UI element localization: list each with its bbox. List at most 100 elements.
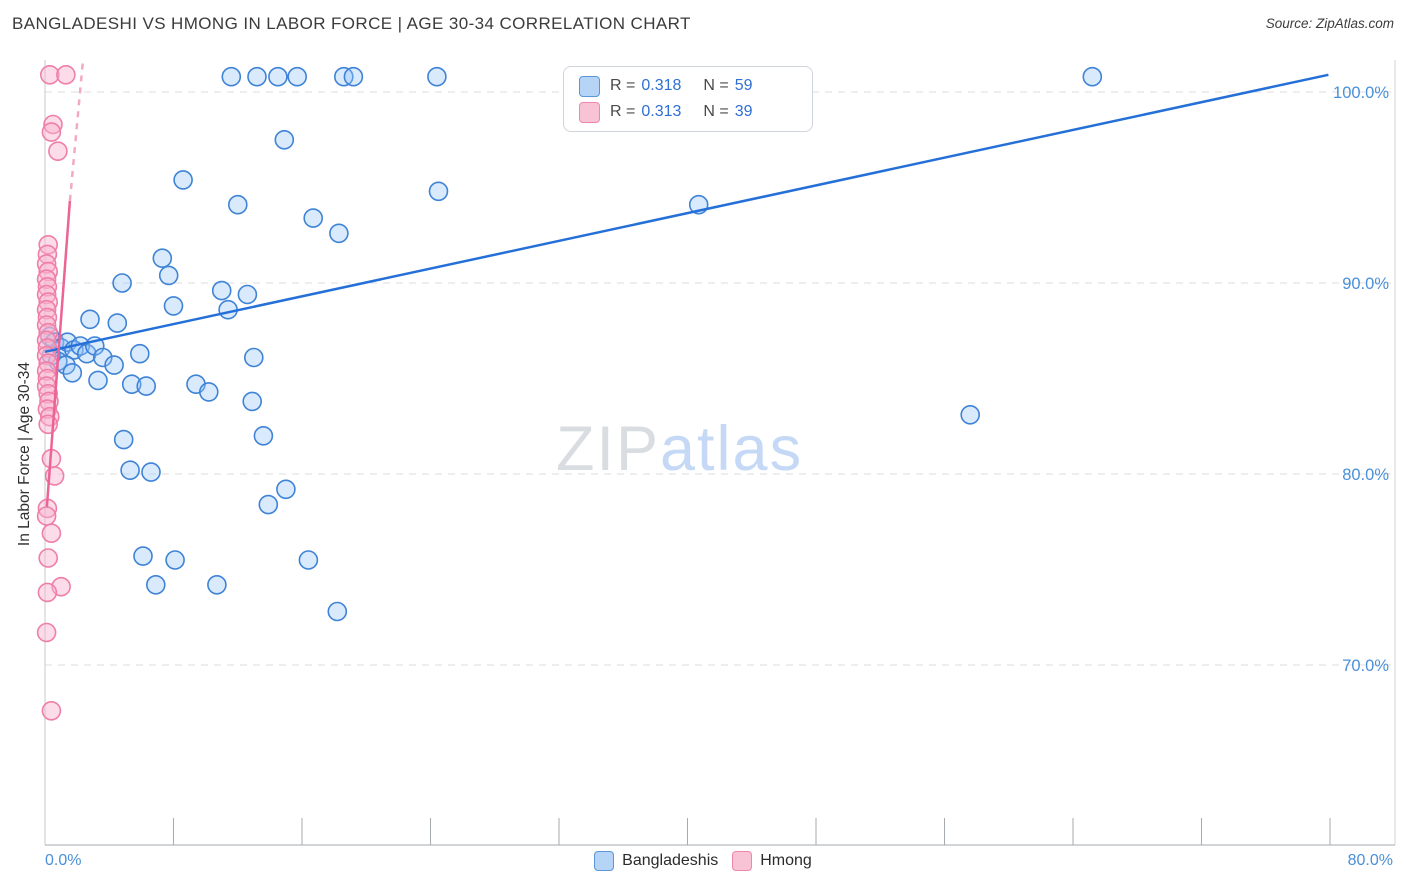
point-bangladeshis[interactable] — [146, 574, 166, 595]
point-bangladeshis[interactable] — [303, 208, 324, 228]
correlation-legend-box: R = 0.318 N = 59 R = 0.313 N = 39 — [563, 66, 813, 132]
legend-row-hmong: R = 0.313 N = 39 — [579, 101, 812, 123]
hmong-swatch-icon — [732, 851, 753, 871]
point-bangladeshis[interactable] — [152, 248, 173, 269]
point-bangladeshis[interactable] — [427, 66, 447, 87]
y-axis-title: In Labor Force | Age 30-34 — [16, 361, 33, 547]
point-bangladeshis[interactable] — [62, 362, 83, 383]
trendline-hmong-extension — [68, 63, 84, 202]
point-bangladeshis[interactable] — [173, 170, 193, 190]
point-hmong[interactable] — [38, 292, 59, 312]
series-legend: Bangladeshis Hmong — [0, 851, 1406, 871]
point-hmong[interactable] — [36, 506, 57, 526]
point-hmong[interactable] — [39, 65, 60, 85]
watermark-zip: ZIP — [556, 414, 661, 484]
point-hmong[interactable] — [37, 582, 58, 603]
y-tick-label-70: 70.0% — [1342, 657, 1389, 675]
point-hmong[interactable] — [36, 299, 57, 320]
point-bangladeshis[interactable] — [221, 66, 242, 87]
point-hmong[interactable] — [37, 338, 58, 358]
point-bangladeshis[interactable] — [130, 343, 150, 364]
point-bangladeshis[interactable] — [80, 309, 100, 330]
point-hmong[interactable] — [36, 330, 57, 351]
trendline-hmong — [45, 200, 72, 507]
point-bangladeshis[interactable] — [112, 273, 132, 293]
point-bangladeshis[interactable] — [113, 429, 134, 450]
point-bangladeshis[interactable] — [329, 223, 349, 244]
point-bangladeshis[interactable] — [343, 66, 364, 87]
point-hmong[interactable] — [36, 622, 57, 643]
point-hmong[interactable] — [36, 284, 57, 305]
point-bangladeshis[interactable] — [77, 343, 97, 364]
n-label: N = — [703, 103, 729, 120]
point-bangladeshis[interactable] — [960, 404, 981, 425]
source-label: Source: ZipAtlas.com — [1265, 16, 1394, 31]
point-bangladeshis[interactable] — [242, 391, 262, 412]
point-hmong[interactable] — [37, 307, 58, 328]
point-bangladeshis[interactable] — [298, 550, 319, 570]
point-hmong[interactable] — [41, 523, 62, 544]
point-bangladeshis[interactable] — [93, 347, 113, 368]
point-hmong[interactable] — [37, 276, 58, 297]
point-bangladeshis[interactable] — [244, 347, 264, 368]
bangladeshis-swatch-icon — [594, 851, 615, 871]
point-bangladeshis[interactable] — [327, 601, 348, 622]
point-bangladeshis[interactable] — [268, 66, 288, 87]
point-bangladeshis[interactable] — [276, 479, 296, 500]
point-bangladeshis[interactable] — [141, 462, 161, 482]
point-bangladeshis[interactable] — [253, 425, 274, 446]
legend-item-label: Bangladeshis — [622, 852, 719, 869]
n-value: 39 — [734, 103, 753, 120]
point-bangladeshis[interactable] — [258, 494, 279, 515]
point-bangladeshis[interactable] — [136, 376, 156, 396]
point-bangladeshis[interactable] — [158, 265, 179, 286]
point-bangladeshis[interactable] — [133, 546, 153, 566]
r-label: R = — [610, 103, 636, 120]
point-bangladeshis[interactable] — [163, 296, 184, 316]
point-hmong[interactable] — [38, 383, 59, 404]
point-hmong[interactable] — [41, 122, 62, 142]
point-hmong[interactable] — [36, 254, 57, 274]
point-bangladeshis[interactable] — [287, 66, 308, 87]
point-hmong[interactable] — [43, 114, 63, 135]
r-label: R = — [610, 77, 636, 94]
point-hmong[interactable] — [37, 399, 58, 419]
point-bangladeshis[interactable] — [428, 181, 449, 202]
legend-row-bangladeshis: R = 0.318 N = 59 — [579, 75, 812, 97]
watermark-atlas: atlas — [660, 414, 804, 484]
n-value: 59 — [734, 77, 753, 94]
point-bangladeshis[interactable] — [104, 355, 124, 375]
point-hmong[interactable] — [36, 315, 57, 335]
point-bangladeshis[interactable] — [121, 374, 142, 395]
point-hmong[interactable] — [38, 322, 59, 343]
y-tick-label-100: 100.0% — [1333, 84, 1389, 102]
point-bangladeshis[interactable] — [274, 130, 295, 150]
point-bangladeshis[interactable] — [247, 66, 267, 87]
trendline-bangladeshis — [44, 73, 1329, 354]
point-hmong[interactable] — [36, 269, 57, 290]
point-hmong[interactable] — [36, 361, 57, 381]
point-bangladeshis[interactable] — [165, 550, 185, 570]
point-hmong[interactable] — [38, 548, 59, 568]
point-bangladeshis[interactable] — [1082, 66, 1103, 87]
point-hmong[interactable] — [56, 65, 76, 85]
y-tick-label-90: 90.0% — [1342, 275, 1389, 293]
point-bangladeshis[interactable] — [199, 382, 219, 402]
watermark: ZIPatlas — [556, 418, 803, 481]
point-hmong[interactable] — [38, 261, 59, 282]
r-value: 0.313 — [641, 103, 682, 120]
r-value: 0.318 — [641, 77, 682, 94]
point-bangladeshis[interactable] — [207, 574, 227, 595]
bangladeshis-swatch-icon — [579, 75, 600, 97]
hmong-swatch-icon — [579, 101, 600, 123]
point-bangladeshis[interactable] — [237, 284, 258, 305]
point-bangladeshis[interactable] — [88, 370, 108, 391]
point-bangladeshis[interactable] — [228, 194, 248, 215]
x-axis-min-label: 0.0% — [45, 852, 82, 869]
point-bangladeshis[interactable] — [120, 460, 140, 481]
legend-item-hmong: Hmong — [732, 851, 812, 871]
point-hmong[interactable] — [41, 700, 62, 721]
point-bangladeshis[interactable] — [211, 280, 232, 301]
point-hmong[interactable] — [48, 141, 68, 161]
point-bangladeshis[interactable] — [107, 313, 128, 333]
